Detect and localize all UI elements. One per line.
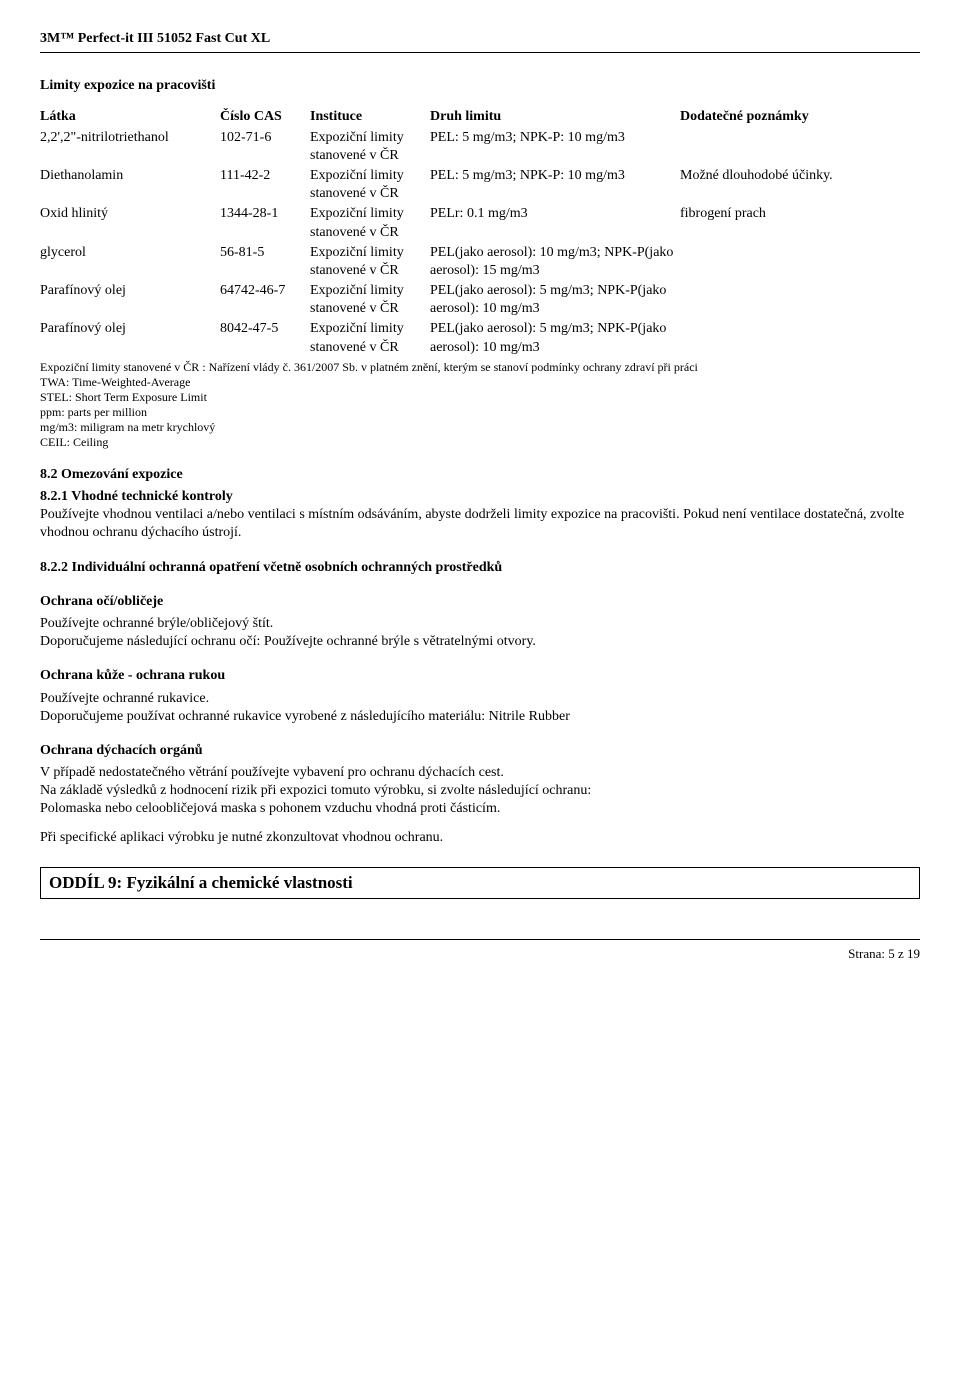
cell-institution: Expoziční limity stanovené v ČR xyxy=(310,243,430,281)
cell-substance: Parafínový olej xyxy=(40,281,220,319)
cell-cas: 102-71-6 xyxy=(220,128,310,166)
oddil9-heading: ODDÍL 9: Fyzikální a chemické vlastnosti xyxy=(40,867,920,899)
table-row: 2,2',2"-nitrilotriethanol 102-71-6 Expoz… xyxy=(40,128,920,166)
resp-line1: V případě nedostatečného větrání používe… xyxy=(40,765,504,780)
cell-limit: PEL: 5 mg/m3; NPK-P: 10 mg/m3 xyxy=(430,166,680,204)
eye-protection-title: Ochrana očí/obličeje xyxy=(40,593,920,611)
exposure-limits-table: Látka Číslo CAS Instituce Druh limitu Do… xyxy=(40,107,920,357)
cell-institution: Expoziční limity stanovené v ČR xyxy=(310,319,430,357)
cell-notes xyxy=(680,281,920,319)
footnote-line: CEIL: Ceiling xyxy=(40,435,920,450)
cell-cas: 111-42-2 xyxy=(220,166,310,204)
limits-title: Limity expozice na pracovišti xyxy=(40,77,920,95)
resp-protection-title: Ochrana dýchacích orgánů xyxy=(40,742,920,760)
cell-institution: Expoziční limity stanovené v ČR xyxy=(310,128,430,166)
eye-protection-body: Používejte ochranné brýle/obličejový ští… xyxy=(40,615,920,651)
table-row: Parafínový olej 64742-46-7 Expoziční lim… xyxy=(40,281,920,319)
cell-notes xyxy=(680,319,920,357)
eye-line1: Používejte ochranné brýle/obličejový ští… xyxy=(40,616,273,631)
page-number: Strana: 5 z 19 xyxy=(848,946,920,961)
s82-title: 8.2 Omezování expozice xyxy=(40,466,920,484)
col-institution: Instituce xyxy=(310,107,430,127)
resp-protection-body: V případě nedostatečného větrání používe… xyxy=(40,764,920,819)
document-header: 3M™ Perfect-it III 51052 Fast Cut XL xyxy=(40,30,920,53)
s822-title: 8.2.2 Individuální ochranná opatření vče… xyxy=(40,559,920,577)
cell-substance: Diethanolamin xyxy=(40,166,220,204)
footnote-line: ppm: parts per million xyxy=(40,405,920,420)
cell-cas: 1344-28-1 xyxy=(220,204,310,242)
cell-notes: Možné dlouhodobé účinky. xyxy=(680,166,920,204)
col-substance: Látka xyxy=(40,107,220,127)
cell-limit: PEL(jako aerosol): 5 mg/m3; NPK-P(jako a… xyxy=(430,319,680,357)
resp-line2: Na základě výsledků z hodnocení rizik př… xyxy=(40,783,591,798)
s821-title: 8.2.1 Vhodné technické kontroly xyxy=(40,489,233,504)
cell-substance: Oxid hlinitý xyxy=(40,204,220,242)
cell-cas: 64742-46-7 xyxy=(220,281,310,319)
s821-block: 8.2.1 Vhodné technické kontroly Používej… xyxy=(40,488,920,543)
cell-cas: 8042-47-5 xyxy=(220,319,310,357)
table-row: glycerol 56-81-5 Expoziční limity stanov… xyxy=(40,243,920,281)
cell-institution: Expoziční limity stanovené v ČR xyxy=(310,204,430,242)
table-header-row: Látka Číslo CAS Instituce Druh limitu Do… xyxy=(40,107,920,127)
skin-line2: Doporučujeme používat ochranné rukavice … xyxy=(40,709,570,724)
resp-line3: Polomaska nebo celoobličejová maska s po… xyxy=(40,801,500,816)
cell-limit: PEL: 5 mg/m3; NPK-P: 10 mg/m3 xyxy=(430,128,680,166)
cell-notes xyxy=(680,243,920,281)
skin-protection-title: Ochrana kůže - ochrana rukou xyxy=(40,667,920,685)
cell-notes: fibrogení prach xyxy=(680,204,920,242)
cell-institution: Expoziční limity stanovené v ČR xyxy=(310,166,430,204)
table-row: Diethanolamin 111-42-2 Expoziční limity … xyxy=(40,166,920,204)
col-notes: Dodatečné poznámky xyxy=(680,107,920,127)
skin-protection-body: Používejte ochranné rukavice. Doporučuje… xyxy=(40,690,920,726)
limits-footnotes: Expoziční limity stanovené v ČR : Naříze… xyxy=(40,360,920,450)
resp-specific-note: Při specifické aplikaci výrobku je nutné… xyxy=(40,829,920,847)
cell-substance: Parafínový olej xyxy=(40,319,220,357)
footnote-line: Expoziční limity stanovené v ČR : Naříze… xyxy=(40,360,920,375)
eye-line2: Doporučujeme následující ochranu očí: Po… xyxy=(40,634,536,649)
cell-limit: PELr: 0.1 mg/m3 xyxy=(430,204,680,242)
cell-substance: glycerol xyxy=(40,243,220,281)
footnote-line: mg/m3: miligram na metr krychlový xyxy=(40,420,920,435)
cell-substance: 2,2',2"-nitrilotriethanol xyxy=(40,128,220,166)
cell-limit: PEL(jako aerosol): 10 mg/m3; NPK-P(jako … xyxy=(430,243,680,281)
footnote-line: STEL: Short Term Exposure Limit xyxy=(40,390,920,405)
s821-body: Používejte vhodnou ventilaci a/nebo vent… xyxy=(40,507,904,540)
skin-line1: Používejte ochranné rukavice. xyxy=(40,691,209,706)
cell-institution: Expoziční limity stanovené v ČR xyxy=(310,281,430,319)
col-limit: Druh limitu xyxy=(430,107,680,127)
col-cas: Číslo CAS xyxy=(220,107,310,127)
cell-limit: PEL(jako aerosol): 5 mg/m3; NPK-P(jako a… xyxy=(430,281,680,319)
table-row: Parafínový olej 8042-47-5 Expoziční limi… xyxy=(40,319,920,357)
page-footer: Strana: 5 z 19 xyxy=(40,939,920,963)
footnote-line: TWA: Time-Weighted-Average xyxy=(40,375,920,390)
cell-notes xyxy=(680,128,920,166)
cell-cas: 56-81-5 xyxy=(220,243,310,281)
table-row: Oxid hlinitý 1344-28-1 Expoziční limity … xyxy=(40,204,920,242)
